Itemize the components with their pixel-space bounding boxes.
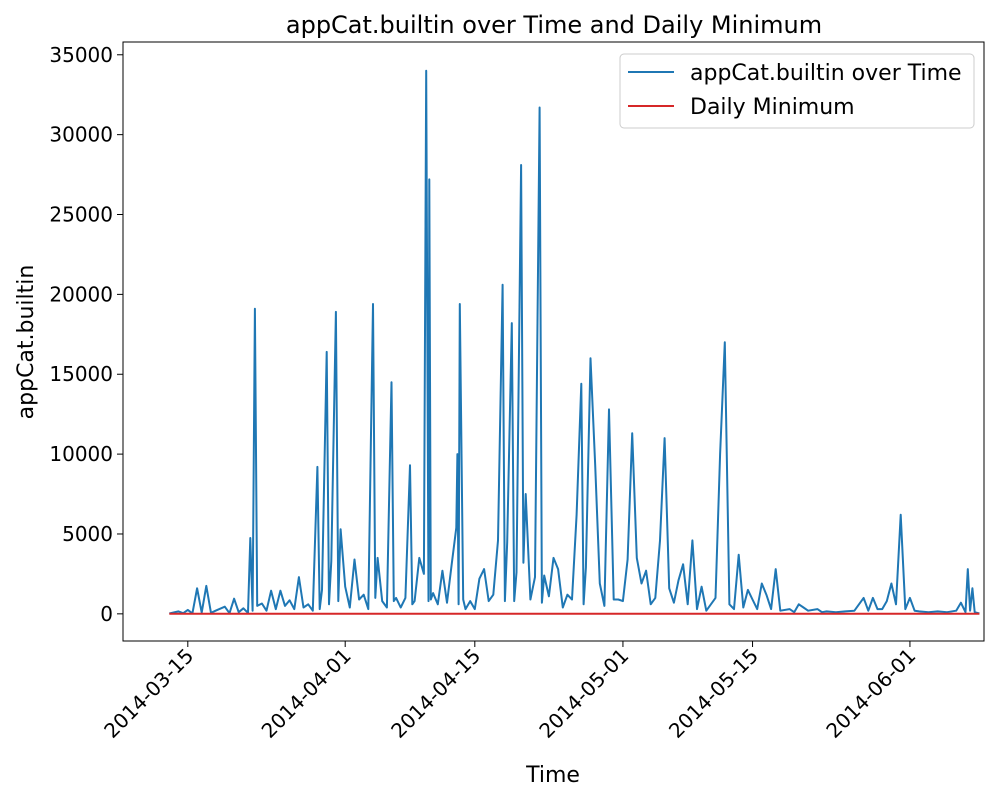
y-tick-label: 20000	[49, 282, 113, 306]
series-lines	[169, 69, 980, 615]
y-tick-label: 25000	[49, 203, 113, 227]
legend-label-series-0: appCat.builtin over Time	[690, 61, 962, 86]
y-axis: 0 5000 10000 15000 20000 25000 30000 35000	[49, 43, 123, 626]
legend-label-series-1: Daily Minimum	[690, 95, 855, 120]
series-line-0	[169, 69, 980, 615]
y-tick-label: 5000	[62, 522, 113, 546]
y-tick-label: 0	[100, 602, 113, 626]
y-tick-label: 15000	[49, 362, 113, 386]
x-axis-label: Time	[525, 763, 580, 788]
legend-box	[619, 53, 975, 129]
plot-frame	[122, 41, 985, 642]
legend: appCat.builtin over Time Daily Minimum	[619, 53, 975, 129]
plot-area	[122, 41, 985, 642]
y-tick-label: 10000	[49, 442, 113, 466]
y-axis-label: appCat.builtin	[14, 265, 39, 420]
y-tick-label: 30000	[49, 123, 113, 147]
y-tick-label: 35000	[49, 43, 113, 67]
chart-title: appCat.builtin over Time and Daily Minim…	[286, 11, 822, 39]
